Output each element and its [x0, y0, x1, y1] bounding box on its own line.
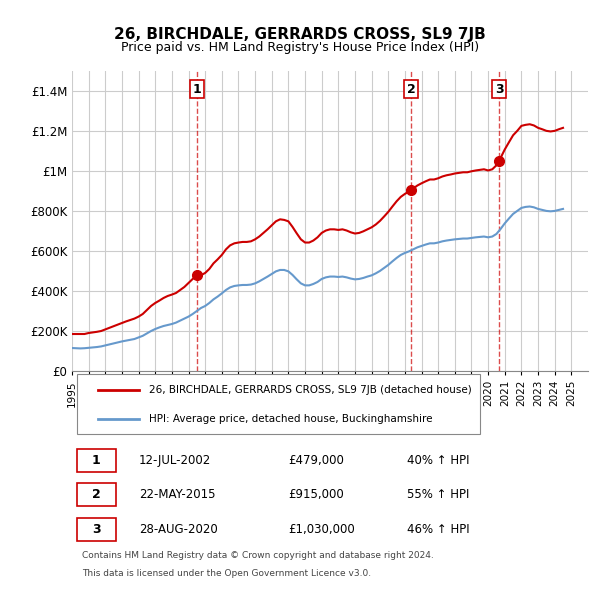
- Text: Contains HM Land Registry data © Crown copyright and database right 2024.: Contains HM Land Registry data © Crown c…: [82, 551, 434, 560]
- FancyBboxPatch shape: [77, 518, 116, 541]
- Text: HPI: Average price, detached house, Buckinghamshire: HPI: Average price, detached house, Buck…: [149, 414, 433, 424]
- Text: 3: 3: [92, 523, 101, 536]
- FancyBboxPatch shape: [77, 448, 116, 472]
- Text: 22-MAY-2015: 22-MAY-2015: [139, 489, 215, 502]
- FancyBboxPatch shape: [77, 483, 116, 506]
- Text: 1: 1: [92, 454, 101, 467]
- Text: £1,030,000: £1,030,000: [289, 523, 355, 536]
- Text: 55% ↑ HPI: 55% ↑ HPI: [407, 489, 470, 502]
- Text: 12-JUL-2002: 12-JUL-2002: [139, 454, 211, 467]
- Text: 28-AUG-2020: 28-AUG-2020: [139, 523, 218, 536]
- Text: Price paid vs. HM Land Registry's House Price Index (HPI): Price paid vs. HM Land Registry's House …: [121, 41, 479, 54]
- Text: 3: 3: [495, 83, 503, 96]
- Text: £915,000: £915,000: [289, 489, 344, 502]
- Text: 26, BIRCHDALE, GERRARDS CROSS, SL9 7JB: 26, BIRCHDALE, GERRARDS CROSS, SL9 7JB: [114, 27, 486, 41]
- Text: This data is licensed under the Open Government Licence v3.0.: This data is licensed under the Open Gov…: [82, 569, 371, 578]
- Text: 40% ↑ HPI: 40% ↑ HPI: [407, 454, 470, 467]
- Text: 2: 2: [92, 489, 101, 502]
- Text: £479,000: £479,000: [289, 454, 344, 467]
- Text: 26, BIRCHDALE, GERRARDS CROSS, SL9 7JB (detached house): 26, BIRCHDALE, GERRARDS CROSS, SL9 7JB (…: [149, 385, 472, 395]
- Text: 2: 2: [407, 83, 416, 96]
- FancyBboxPatch shape: [77, 373, 479, 434]
- Text: 1: 1: [193, 83, 202, 96]
- Text: 46% ↑ HPI: 46% ↑ HPI: [407, 523, 470, 536]
